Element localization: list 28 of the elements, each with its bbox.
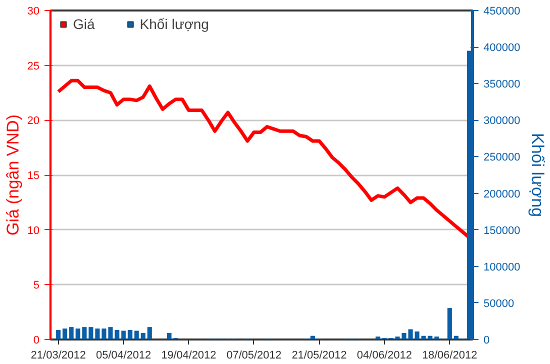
x-tick-label: 21/05/2012 — [292, 350, 347, 362]
y2-axis-title: Khối lượng — [528, 133, 548, 217]
y-tick-label: 0 — [33, 334, 40, 346]
y-axis-title: Giá (ngân VND) — [3, 114, 22, 236]
y2-tick-label: 450000 — [484, 6, 520, 18]
x-tick-label: 18/06/2012 — [422, 350, 478, 362]
y2-tick-label: 100000 — [484, 261, 520, 274]
legend-label: Giá — [73, 16, 95, 32]
x-tick-label: 07/05/2012 — [226, 350, 282, 362]
y-tick-label: 25 — [27, 60, 40, 72]
y-tick-label: 10 — [27, 224, 40, 237]
y2-tick-label: 250000 — [484, 152, 520, 164]
y2-tick-label: 50000 — [484, 298, 514, 310]
y-tick-label: 30 — [27, 6, 40, 18]
y2-tick-label: 300000 — [484, 115, 520, 128]
x-tick-label: 05/04/2012 — [96, 350, 152, 362]
x-tick-label: 21/03/2012 — [30, 350, 86, 362]
y2-tick-label: 200000 — [484, 188, 520, 200]
y-tick-label: 20 — [27, 115, 40, 128]
y-tick-label: 15 — [27, 170, 40, 182]
y2-tick-label: 400000 — [484, 42, 520, 54]
legend-label: Khối lượng — [140, 16, 209, 32]
x-tick-label: 19/04/2012 — [161, 350, 216, 362]
y2-tick-label: 0 — [484, 334, 490, 346]
y-tick-label: 5 — [33, 280, 40, 292]
x-tick-label: 04/06/2012 — [356, 350, 412, 362]
y2-tick-label: 150000 — [484, 224, 520, 237]
y2-tick-label: 350000 — [484, 78, 520, 91]
